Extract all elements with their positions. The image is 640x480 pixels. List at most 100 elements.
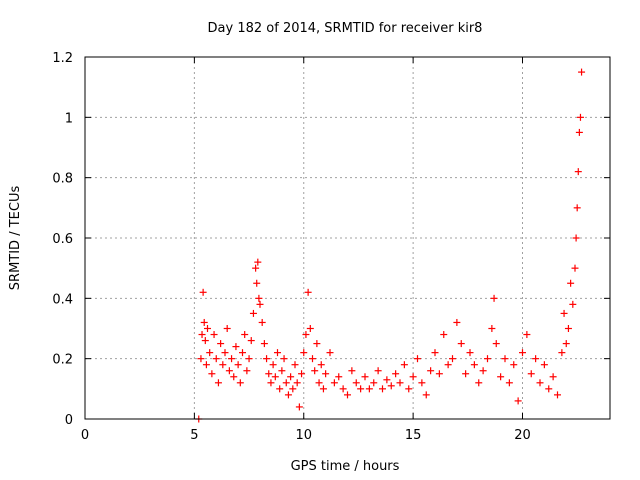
data-point xyxy=(230,373,238,381)
x-tick-label: 15 xyxy=(405,428,422,443)
data-point xyxy=(256,300,264,308)
data-point xyxy=(295,403,303,411)
data-point xyxy=(475,379,483,387)
y-tick-label: 1 xyxy=(65,111,73,126)
data-point xyxy=(348,367,356,375)
data-point xyxy=(567,279,575,287)
data-point xyxy=(304,288,312,296)
data-point xyxy=(306,325,314,332)
data-point xyxy=(532,355,540,363)
data-point xyxy=(258,318,266,326)
data-point xyxy=(479,367,487,375)
data-point xyxy=(392,370,400,378)
data-point xyxy=(335,373,343,381)
data-point xyxy=(255,294,263,302)
y-tick-label: 0.4 xyxy=(52,292,73,307)
data-point xyxy=(315,379,323,387)
axis-ticks xyxy=(84,56,610,420)
y-tick-label: 1.2 xyxy=(52,51,73,66)
data-point xyxy=(206,349,214,357)
grid xyxy=(85,57,610,419)
y-tick-label: 0.6 xyxy=(52,232,73,247)
data-point xyxy=(298,370,306,378)
data-point xyxy=(280,355,288,363)
data-point xyxy=(405,385,413,393)
y-tick-label: 0.2 xyxy=(52,353,73,368)
data-point xyxy=(241,331,249,339)
data-point xyxy=(536,379,544,387)
data-point xyxy=(260,340,268,348)
x-tick-label: 5 xyxy=(190,428,198,443)
data-point xyxy=(361,373,369,381)
data-point xyxy=(453,318,461,326)
data-point xyxy=(387,382,395,390)
data-point xyxy=(374,367,382,375)
data-point xyxy=(457,340,465,348)
data-point xyxy=(287,373,295,381)
data-point xyxy=(578,68,586,76)
data-point xyxy=(291,361,299,369)
chart-title: Day 182 of 2014, SRMTID for receiver kir… xyxy=(208,21,483,36)
y-axis-label: SRMTID / TECUs xyxy=(8,186,23,291)
data-point xyxy=(210,331,218,339)
data-point xyxy=(558,349,566,357)
data-point xyxy=(317,361,325,369)
y-tick-label: 0 xyxy=(65,413,73,428)
data-point xyxy=(228,355,236,363)
data-point xyxy=(497,373,505,381)
x-tick-label: 20 xyxy=(514,428,531,443)
data-point xyxy=(269,361,277,369)
data-point xyxy=(234,361,242,369)
data-point xyxy=(274,349,281,357)
data-point xyxy=(569,300,577,308)
data-point xyxy=(444,361,452,369)
data-point xyxy=(247,337,255,345)
data-point xyxy=(554,391,561,399)
data-point xyxy=(243,367,251,375)
data-point xyxy=(574,168,582,176)
data-point xyxy=(357,385,365,393)
data-point xyxy=(232,343,240,351)
data-point xyxy=(202,361,210,369)
data-point xyxy=(466,349,474,357)
data-point xyxy=(409,373,417,381)
data-point xyxy=(571,264,579,272)
data-point xyxy=(245,355,253,363)
data-point xyxy=(263,355,271,363)
data-point xyxy=(540,361,548,369)
data-point xyxy=(200,318,208,326)
data-point xyxy=(300,349,308,357)
data-point xyxy=(545,385,553,393)
data-point xyxy=(217,340,225,348)
data-point xyxy=(309,355,316,363)
data-point xyxy=(326,349,334,357)
data-point xyxy=(549,373,557,381)
data-point xyxy=(204,325,211,332)
data-point xyxy=(573,204,581,212)
data-point xyxy=(319,385,327,393)
data-point xyxy=(284,391,292,399)
data-point xyxy=(431,349,439,357)
x-tick-label: 0 xyxy=(81,428,89,443)
data-point xyxy=(370,379,378,387)
data-point xyxy=(510,361,518,369)
data-point xyxy=(575,128,583,136)
data-point xyxy=(396,379,404,387)
x-axis-label: GPS time / hours xyxy=(291,459,400,474)
data-point xyxy=(523,331,531,339)
data-point xyxy=(484,355,491,363)
data-point xyxy=(519,349,526,357)
data-point xyxy=(322,370,330,378)
data-point xyxy=(289,385,297,393)
data-point xyxy=(313,340,321,348)
data-point xyxy=(219,361,227,369)
data-point xyxy=(462,370,470,378)
data-point xyxy=(276,385,284,393)
tick-labels: 0 5 10 15 20 0 0.2 0.4 0.6 0.8 1 1.2 xyxy=(52,51,530,443)
data-point xyxy=(293,379,301,387)
data-point xyxy=(339,385,347,393)
data-point xyxy=(236,379,244,387)
data-point xyxy=(198,331,206,339)
